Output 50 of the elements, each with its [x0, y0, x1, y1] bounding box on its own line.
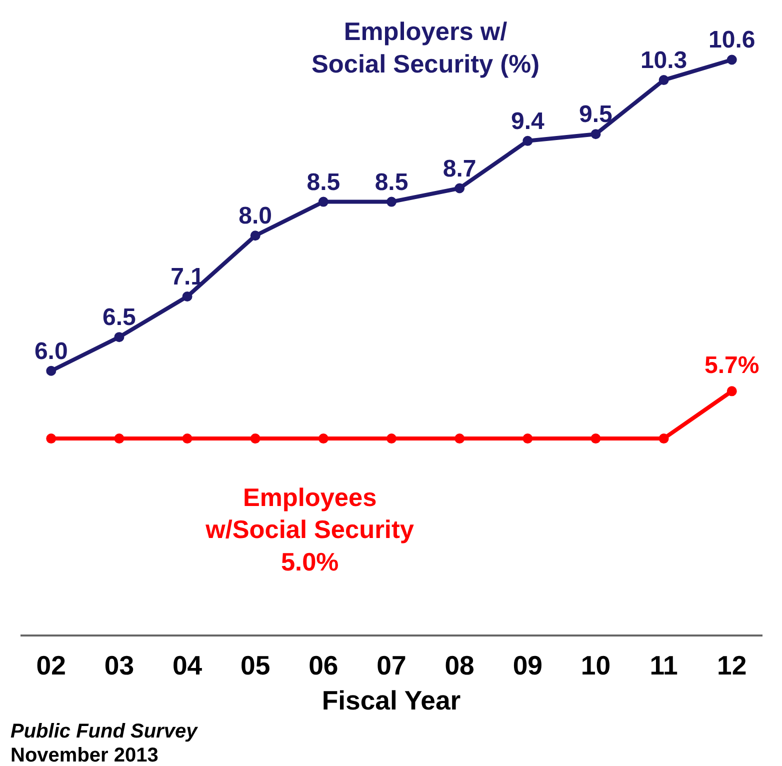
point: [658, 434, 669, 444]
x-tick-label: 08: [444, 650, 474, 680]
data-label: 8.5: [374, 168, 408, 196]
point: [658, 75, 669, 86]
x-tick-label: 02: [36, 650, 66, 680]
data-label: 9.4: [510, 108, 545, 135]
x-tick-label: 06: [308, 650, 338, 680]
point: [46, 434, 56, 444]
point: [522, 136, 533, 146]
point: [114, 332, 124, 342]
point: [182, 434, 192, 444]
x-tick-label: 05: [240, 650, 270, 680]
point: [522, 434, 533, 444]
text: November 2013: [10, 744, 158, 766]
x-axis-title: Fiscal Year: [322, 686, 461, 716]
point: [454, 183, 465, 194]
series-label: Employees w/Social Security: [204, 484, 414, 544]
text: Public Fund Survey: [10, 720, 198, 742]
point: [726, 54, 737, 65]
point: [454, 434, 465, 444]
x-tick-label: 11: [650, 650, 678, 680]
point: [250, 434, 260, 444]
x-tick-label: 12: [717, 650, 747, 680]
point: [114, 434, 124, 444]
data-label: 10.3: [640, 47, 688, 74]
data-label: 10.6: [708, 26, 756, 54]
data-label: 8.0: [238, 202, 272, 230]
text: 5.0%: [280, 548, 339, 576]
x-tick-label: 10: [580, 650, 611, 680]
data-label: 9.5: [579, 101, 612, 128]
point: [726, 386, 737, 396]
data-label: 8.7: [442, 155, 476, 182]
x-tick-label: 07: [376, 650, 406, 680]
point: [386, 434, 396, 444]
point: [318, 434, 328, 444]
text: Employers w/ Social Security (%): [312, 18, 540, 78]
point: [386, 196, 396, 207]
point: [590, 129, 601, 140]
point: [182, 291, 192, 302]
x-tick-label: 03: [104, 650, 134, 680]
point: [250, 230, 260, 241]
data-label: 6.5: [102, 304, 136, 332]
point: [318, 196, 328, 207]
x-tick-label: 04: [172, 650, 202, 680]
point: [590, 434, 601, 444]
data-label: 8.5: [306, 168, 340, 196]
data-label: 5.7%: [704, 352, 760, 380]
point: [46, 366, 56, 376]
data-label: 6.0: [34, 338, 68, 365]
x-tick-label: 09: [512, 650, 542, 680]
